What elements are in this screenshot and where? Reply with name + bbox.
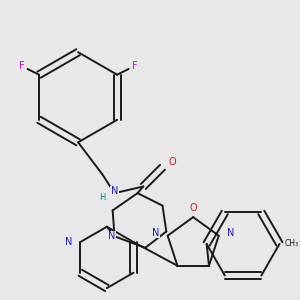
Text: CH₃: CH₃ xyxy=(284,239,298,248)
Text: F: F xyxy=(132,61,137,71)
Text: N: N xyxy=(65,237,73,247)
Text: O: O xyxy=(168,157,176,166)
Text: O: O xyxy=(189,203,197,214)
Text: N: N xyxy=(152,228,160,238)
Text: N: N xyxy=(108,231,116,241)
Text: N: N xyxy=(226,228,234,238)
Text: F: F xyxy=(19,61,25,71)
Text: H: H xyxy=(99,194,105,202)
Text: N: N xyxy=(111,186,118,196)
